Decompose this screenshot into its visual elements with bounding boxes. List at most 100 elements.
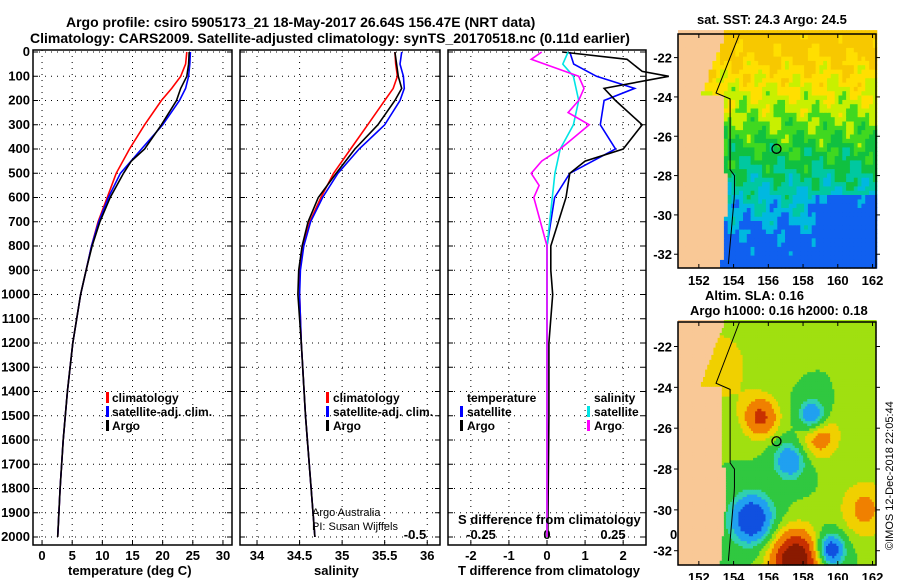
sla-cell	[678, 545, 681, 549]
sst-cell	[815, 38, 820, 44]
sst-cell	[849, 30, 855, 35]
sst-cell	[678, 142, 683, 148]
sla-cell	[711, 555, 714, 559]
sst-cell	[689, 220, 694, 226]
sst-cell	[704, 138, 710, 144]
sla-cell	[855, 552, 858, 556]
sst-cell	[800, 142, 805, 148]
sla-cell	[819, 557, 823, 561]
sst-cell	[735, 203, 740, 208]
sst-cell	[700, 82, 706, 87]
sst-cell	[857, 103, 862, 109]
sst-cell	[811, 56, 817, 61]
sla-cell	[721, 552, 725, 556]
sla-cell	[686, 533, 689, 537]
sst-cell	[700, 185, 706, 191]
sst-cell	[777, 220, 782, 226]
sla-cell	[823, 562, 827, 566]
sst-cell	[792, 216, 797, 221]
sla-cell	[753, 523, 756, 527]
sla-cell	[778, 555, 781, 559]
sst-cell	[697, 155, 702, 161]
sst-cell	[785, 43, 790, 48]
sst-cell	[708, 185, 713, 191]
sst-cell	[788, 237, 794, 243]
sla-cell	[698, 545, 702, 549]
sst-cell	[758, 90, 763, 96]
sst-cell	[731, 190, 736, 195]
sst-cell	[739, 51, 744, 57]
sla-cell	[763, 555, 767, 559]
sst-cell	[735, 38, 740, 44]
sla-cell	[871, 533, 875, 537]
sla-cell	[767, 545, 771, 549]
sst-cell	[712, 259, 717, 265]
depth-tick-label: 0	[23, 44, 30, 59]
sst-cell	[678, 246, 683, 252]
sst-cell	[754, 69, 759, 74]
sst-cell	[765, 133, 771, 139]
sst-cell	[723, 203, 729, 208]
sst-cell	[792, 237, 797, 243]
sst-cell	[762, 155, 767, 161]
sst-cell	[678, 168, 683, 174]
sst-cell	[739, 82, 744, 87]
sla-cell	[690, 562, 694, 566]
sla-cell	[842, 533, 846, 537]
sst-cell	[823, 207, 828, 213]
sst-cell	[769, 194, 775, 200]
sst-cell	[823, 138, 828, 144]
sst-cell	[827, 120, 832, 126]
sst-cell	[827, 90, 832, 96]
sst-cell	[681, 47, 687, 53]
sla-cell	[855, 520, 858, 524]
sst-cell	[700, 73, 706, 79]
sst-cell	[689, 198, 694, 204]
sla-cell	[855, 535, 858, 539]
sst-cell	[800, 86, 805, 92]
sst-cell	[815, 207, 820, 213]
sst-cell	[716, 99, 721, 105]
sst-cell	[865, 60, 870, 66]
sla-cell	[840, 545, 844, 549]
sst-cell	[731, 250, 736, 256]
sla-cell	[765, 542, 769, 546]
sla-cell	[753, 550, 756, 554]
sst-cell	[785, 90, 790, 96]
sst-cell	[827, 43, 832, 48]
sla-cell	[750, 557, 754, 561]
sla-cell	[786, 528, 790, 532]
sst-cell	[815, 43, 820, 48]
sst-cell	[777, 133, 782, 139]
sst-cell	[804, 177, 809, 183]
sst-cell	[746, 38, 752, 44]
sla-cell	[736, 535, 740, 539]
sla-cell	[861, 562, 865, 566]
x-tick-label: 34.5	[287, 548, 312, 563]
sla-cell	[703, 562, 706, 566]
sst-cell	[834, 216, 840, 221]
sst-cell	[731, 159, 736, 165]
sst-cell	[712, 194, 717, 200]
sla-cell	[832, 545, 835, 549]
sst-cell	[815, 138, 820, 144]
sst-cell	[727, 168, 733, 174]
sst-cell	[849, 107, 855, 113]
sst-cell	[765, 216, 771, 221]
sst-cell	[815, 125, 820, 131]
sla-cell	[853, 538, 856, 542]
sst-cell	[685, 103, 690, 109]
sst-cell	[689, 129, 694, 135]
sst-cell	[693, 155, 698, 161]
sst-cell	[712, 99, 717, 105]
sla-cell	[728, 557, 731, 561]
sst-cell	[834, 82, 840, 87]
sla-cell	[828, 550, 831, 554]
sla-cell	[790, 545, 794, 549]
sla-cell	[842, 525, 846, 529]
sst-cell	[697, 120, 702, 126]
sla-cell	[780, 557, 783, 561]
sst-cell	[746, 250, 752, 256]
sst-cell	[758, 224, 763, 230]
legend-title-temperature: temperature	[467, 391, 537, 405]
